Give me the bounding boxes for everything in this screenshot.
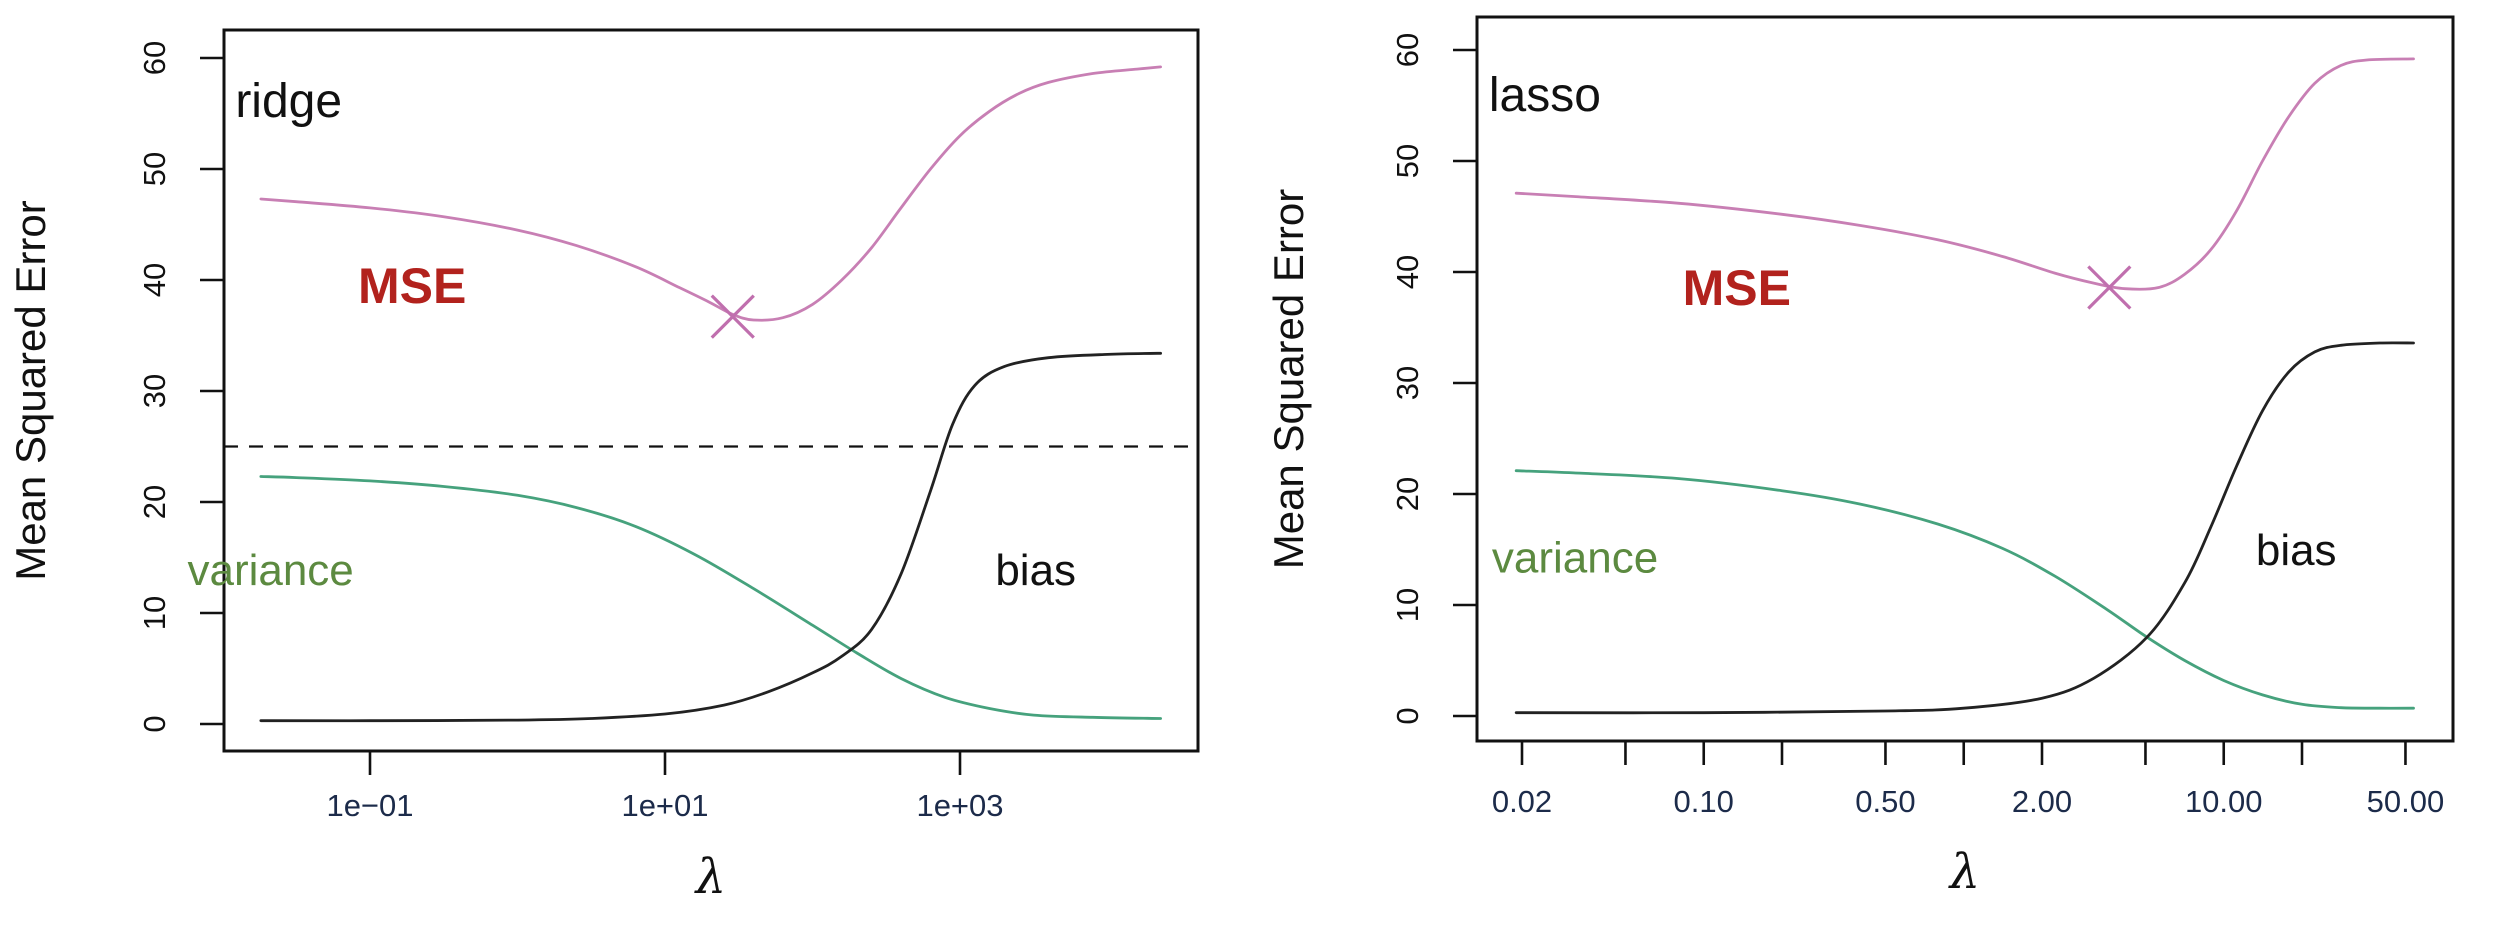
lasso-x-tick-label: 10.00	[2185, 784, 2263, 819]
lasso-chart: 0 10 20 30 40 50 60 0.02 0.10 0.50 2.00 10.00 50.00 M…	[1265, 15, 2455, 900]
ridge-chart: 0 10 20 30 40 50 60 1e−01 1e+01 1e+03 Mean Squared…	[7, 28, 1200, 905]
ridge-plot-frame	[222, 28, 1200, 753]
lasso-x-tick-label: 0.02	[1492, 784, 1552, 819]
ridge-variance-curve	[259, 475, 1162, 720]
marker-stroke	[2087, 265, 2132, 310]
lasso-plot-frame	[1475, 15, 2455, 743]
ridge-y-tick-label: 30	[137, 374, 172, 408]
ridge-y-axis-title: Mean Squared Error	[7, 200, 54, 581]
lasso-y-tick-label: 30	[1390, 366, 1425, 400]
ridge-x-tick-label: 1e−01	[326, 788, 413, 823]
lasso-label-variance: variance	[1492, 534, 1658, 583]
lasso-label-mse: MSE	[1683, 260, 1791, 316]
ridge-y-tick-label: 20	[137, 485, 172, 519]
ridge-label-ridge: ridge	[235, 75, 342, 128]
ridge-y-tick-label: 0	[137, 715, 172, 732]
lasso-label-bias: bias	[2256, 526, 2337, 575]
lasso-y-tick-label: 20	[1390, 477, 1425, 511]
marker-stroke	[710, 294, 755, 339]
ridge-x-tick-label: 1e+03	[916, 788, 1003, 823]
lasso-y-tick-label: 40	[1390, 255, 1425, 289]
ridge-bias-curve	[259, 351, 1162, 723]
lasso-x-tick-label: 0.50	[1855, 784, 1915, 819]
lasso-x-axis-title: λ	[1948, 844, 1980, 900]
ridge-y-tick-label: 40	[137, 263, 172, 297]
lasso-y-tick-label: 10	[1390, 588, 1425, 622]
lasso-x-tick-label: 50.00	[2367, 784, 2445, 819]
ridge-label-bias: bias	[995, 546, 1076, 595]
lasso-x-tick-label: 0.10	[1674, 784, 1734, 819]
lasso-variance-curve	[1514, 469, 2415, 710]
ridge-label-mse: MSE	[358, 258, 466, 314]
lasso-label-lasso: lasso	[1489, 69, 1601, 122]
lasso-bias-curve	[1514, 341, 2415, 715]
lasso-mse-curve	[1514, 57, 2415, 291]
ridge-mse-curve	[259, 65, 1162, 322]
ridge-y-tick-label: 50	[137, 152, 172, 186]
lasso-x-tick-label: 2.00	[2012, 784, 2072, 819]
ridge-y-tick-label: 60	[137, 41, 172, 75]
ridge-x-axis-title: λ	[694, 849, 726, 905]
lasso-y-tick-label: 50	[1390, 144, 1425, 178]
ridge-label-variance: variance	[187, 546, 353, 595]
ridge-min-mse-marker	[710, 294, 755, 339]
ridge-x-tick-label: 1e+01	[621, 788, 708, 823]
ridge-y-tick-label: 10	[137, 596, 172, 630]
lasso-y-tick-label: 0	[1390, 707, 1425, 724]
lasso-y-axis-title: Mean Squared Error	[1265, 189, 1312, 570]
lasso-y-tick-label: 60	[1390, 33, 1425, 67]
lasso-min-mse-marker	[2087, 265, 2132, 310]
